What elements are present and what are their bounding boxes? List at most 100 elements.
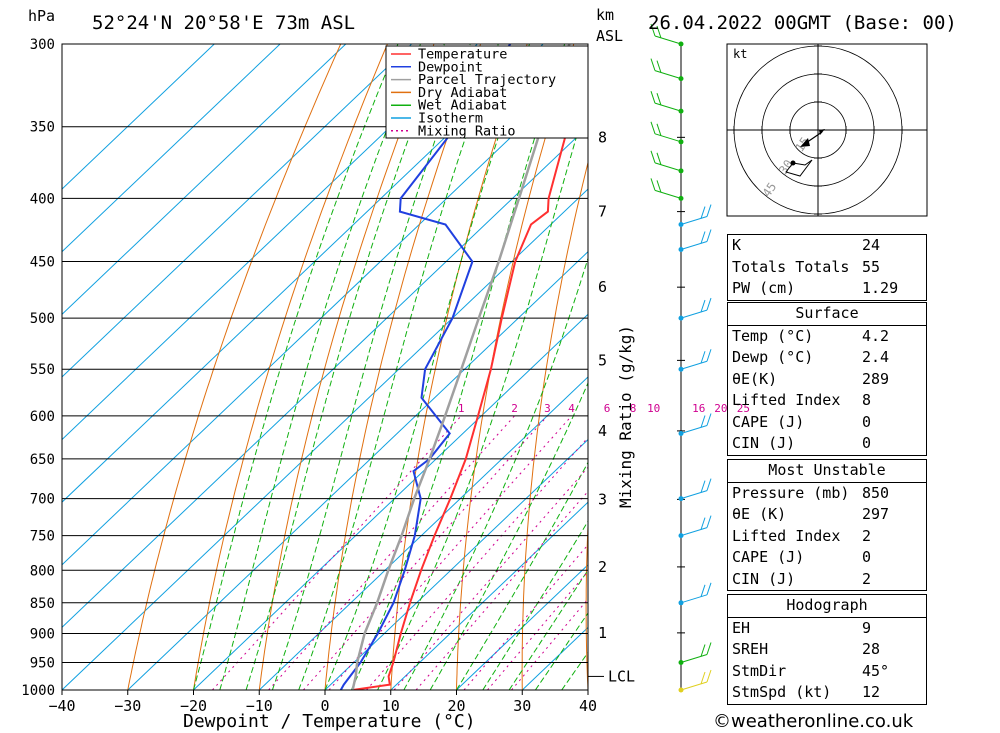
x-tick-label: −20 [180,697,207,715]
wind-barb-shaft [680,360,708,370]
hodograph: kt 153045 [726,43,928,217]
mixing-ratio-line [487,570,588,690]
index-row-k: K 24 [732,236,881,254]
legend-label: Mixing Ratio [418,123,516,139]
wind-barb-flag [650,150,656,163]
dry-adiabat-line [127,44,342,690]
km-label: km [596,6,614,24]
wind-barb-shaft [680,241,708,250]
date-title: 26.04.2022 00GMT (Base: 00) [648,12,957,34]
hodograph-ring-label: 45 [760,180,780,200]
wind-barb-flag [700,415,706,428]
mixing-ratio-label: 3 [544,402,551,415]
hodograph-mean-arrow [819,129,825,135]
mixing-ratio-line [393,466,588,690]
mixing-ratio-line [212,415,462,690]
mixing-ratio-label: 1 [458,402,465,415]
wind-barb-flag [650,90,656,104]
mixing-ratio-label: 4 [568,402,575,415]
hodograph-point [790,160,796,166]
wet-adiabat-line [298,44,499,690]
legend-label: Temperature [418,47,507,63]
most-unstable-panel: Most Unstable Pressure (mb) 850 θE (K) 297… [727,459,927,591]
dry-adiabat-line [193,44,388,690]
wind-barb-shaft [654,133,682,143]
mixing-ratio-labels: 1 2 3 4 6 8 10 16 20 25 [458,402,750,415]
wind-barb-flag [706,669,712,683]
pressure-tick-label: 950 [30,655,55,671]
hodograph-trace [785,159,813,177]
wind-barb-shaft [680,654,708,663]
mu-row: CAPE (J) 0 [732,548,872,566]
pressure-labels: 300 350 400 450 500 550 600 650 700 750 800 850 900 9… [21,37,55,699]
legend-label: Dewpoint [418,59,483,75]
hodograph-title: Hodograph [728,595,926,618]
km-tick-label: 4 [598,422,607,440]
dry-adiabat-line [456,44,575,690]
wind-barb-flag [656,123,662,136]
pressure-tick-label: 850 [30,596,55,612]
series-line-temperature [352,92,588,690]
wet-adiabat-line [219,44,421,690]
mixing-ratio-label: 10 [647,402,660,415]
wind-barb-shaft [680,594,708,604]
mixing-ratio-label: 8 [630,402,637,415]
wind-barb-flag [650,23,656,37]
mixing-ratio-line [511,598,588,690]
hodo-row: EH 9 [732,618,872,637]
km-tick-label: 1 [598,624,607,642]
dry-adiabat-line [585,516,588,690]
hodo-row: StmSpd (kt) 12 [732,683,881,701]
mixing-ratio-label: 6 [604,402,611,415]
surface-row: CIN (J) 0 [732,434,872,452]
pressure-tick-label: 650 [30,452,55,468]
hodograph-unit: kt [733,47,747,61]
profile-lines [339,44,588,690]
pressure-tick-label: 750 [30,529,55,545]
wind-barb-flag [706,413,712,426]
x-tick-label: 0 [320,697,329,715]
wind-barb-flag [656,92,662,106]
pressure-tick-label: 550 [30,362,55,378]
km-axis: 8 7 6 5 4 3 2 1 LCL [588,44,685,690]
wind-barb-shaft [680,216,708,226]
wind-barb-flag [706,515,712,528]
wind-barb-flag [650,58,656,71]
wind-barb-flag [706,582,712,595]
mixing-ratio-axis-title: Mixing Ratio (g/kg) [616,325,635,508]
isotherm-line [62,44,215,190]
dry-adiabat-line [984,44,1000,690]
wind-barb-flag [656,25,662,39]
wind-barb-shaft [654,102,682,112]
km-tick-label: 8 [598,128,607,146]
hodo-row: SREH 28 [732,640,881,658]
series-line-dewpoint [339,44,512,690]
footer-credit: ©weatheronline.co.uk [713,711,914,732]
pressure-tick-label: 300 [30,37,55,53]
mixing-ratio-line [366,436,588,690]
isotherm-line [390,501,588,690]
wind-barb-flag [700,671,706,685]
mixing-ratio-line [303,415,548,690]
wind-barb-flag [700,584,706,597]
pressure-tick-label: 1000 [21,683,55,699]
pressure-tick-label: 700 [30,492,55,508]
km-tick-label: 6 [598,278,607,296]
mixing-ratio-label: 25 [737,402,750,415]
wind-barb-flag [700,517,706,530]
wet-adiabat-line [456,461,588,690]
isotherm-line [62,44,412,378]
mixing-ratio-line [328,415,572,690]
isotherm-line [62,63,588,566]
isotherm-line [456,564,588,690]
location-title: 52°24'N 20°58'E 73m ASL [92,12,355,34]
x-axis-title: Dewpoint / Temperature (°C) [183,711,476,732]
wind-barb-shaft [680,425,708,434]
wet-adiabat-line [245,44,445,690]
wind-barb-flag [700,644,706,657]
most-unstable-title: Most Unstable [728,460,926,483]
pressure-tick-label: 600 [30,409,55,425]
mixing-ratio-line [463,544,588,690]
asl-label: ASL [596,27,623,45]
